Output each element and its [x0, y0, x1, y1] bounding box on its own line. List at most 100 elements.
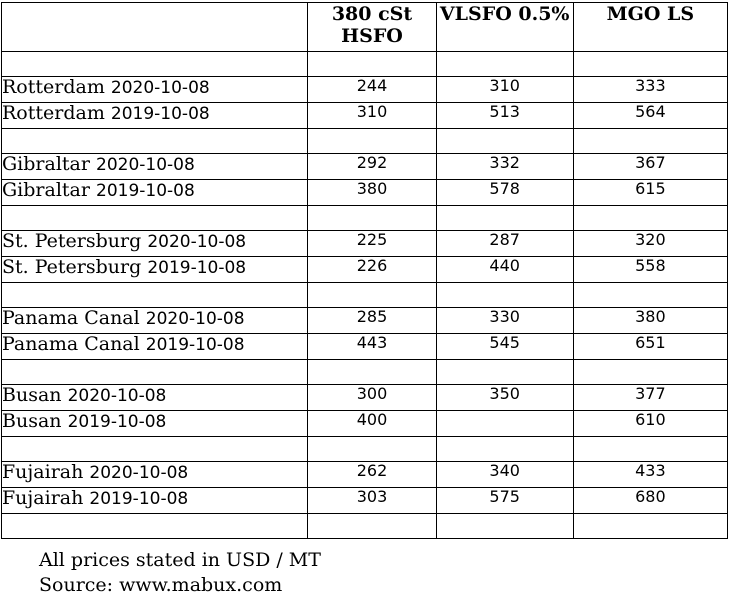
header-cell-mgo: MGO LS	[572, 2, 729, 52]
table-row: Gibraltar 2019-10-08 380 578 615	[0, 179, 729, 206]
hsfo-price-cell: 300	[307, 384, 437, 411]
empty-cell	[435, 128, 574, 154]
hsfo-price-cell: 244	[307, 76, 437, 103]
table-row: Busan 2020-10-08 300 350 377	[0, 384, 729, 411]
empty-cell	[435, 205, 574, 231]
empty-cell	[435, 51, 574, 77]
empty-cell	[572, 436, 729, 462]
port-date-cell: Busan 2020-10-08	[0, 384, 309, 411]
port-name: Gibraltar	[2, 179, 90, 201]
empty-cell	[435, 436, 574, 462]
empty-cell	[307, 282, 437, 308]
port-name: Busan	[2, 384, 62, 406]
mgo-price-cell: 651	[572, 333, 729, 360]
vlsfo-price-cell: 332	[435, 153, 574, 180]
table-row: St. Petersburg 2020-10-08 225 287 320	[0, 230, 729, 257]
port-name: St. Petersburg	[2, 256, 142, 278]
vlsfo-price-cell: 350	[435, 384, 574, 411]
spacer-row	[0, 128, 729, 154]
port-date-cell: Fujairah 2019-10-08	[0, 487, 309, 514]
vlsfo-price-cell: 575	[435, 487, 574, 514]
table-row: Panama Canal 2020-10-08 285 330 380	[0, 307, 729, 334]
hsfo-price-cell: 400	[307, 410, 437, 437]
port-date-cell: Rotterdam 2020-10-08	[0, 76, 309, 103]
hsfo-price-cell: 225	[307, 230, 437, 257]
empty-cell	[307, 205, 437, 231]
vlsfo-price-cell: 340	[435, 461, 574, 488]
price-date: 2020-10-08	[89, 463, 189, 483]
table-row: Rotterdam 2020-10-08 244 310 333	[0, 76, 729, 103]
spacer-row	[0, 205, 729, 231]
price-date: 2020-10-08	[145, 309, 245, 329]
vlsfo-price-cell: 287	[435, 230, 574, 257]
mgo-price-cell: 615	[572, 179, 729, 206]
mgo-price-cell: 320	[572, 230, 729, 257]
port-date-cell: Panama Canal 2020-10-08	[0, 307, 309, 334]
mgo-price-cell: 433	[572, 461, 729, 488]
price-date: 2019-10-08	[96, 181, 195, 201]
empty-cell	[572, 359, 729, 385]
empty-cell	[572, 513, 729, 539]
table-row: Panama Canal 2019-10-08 443 545 651	[0, 333, 729, 360]
mgo-price-cell: 367	[572, 153, 729, 180]
empty-cell	[0, 436, 309, 462]
empty-cell	[307, 359, 437, 385]
header-cell-port	[0, 2, 309, 52]
mgo-price-cell: 380	[572, 307, 729, 334]
port-date-cell: Rotterdam 2019-10-08	[0, 102, 309, 129]
header-cell-hsfo: 380 cSt HSFO	[307, 2, 437, 52]
mgo-price-cell: 564	[572, 102, 729, 129]
footnotes: All prices stated in USD / MT Source: ww…	[39, 548, 321, 598]
source-note: Source: www.mabux.com	[39, 574, 283, 596]
vlsfo-price-cell: 310	[435, 76, 574, 103]
table-row: Fujairah 2020-10-08 262 340 433	[0, 461, 729, 488]
price-date: 2019-10-08	[89, 489, 189, 509]
empty-cell	[307, 513, 437, 539]
table-row: Busan 2019-10-08 400 610	[0, 410, 729, 437]
header-cell-vlsfo: VLSFO 0.5%	[435, 2, 574, 52]
vlsfo-price-cell: 440	[435, 256, 574, 283]
price-date: 2020-10-08	[96, 155, 195, 175]
empty-cell	[572, 128, 729, 154]
spacer-row	[0, 513, 729, 539]
empty-cell	[435, 359, 574, 385]
port-name: Gibraltar	[2, 153, 90, 175]
currency-note: All prices stated in USD / MT	[39, 549, 321, 571]
header-row: 380 cSt HSFO VLSFO 0.5% MGO LS	[0, 2, 729, 52]
price-date: 2019-10-08	[67, 412, 167, 432]
price-date: 2019-10-08	[110, 104, 210, 124]
spacer-row	[0, 436, 729, 462]
port-name: Panama Canal	[2, 307, 140, 329]
vlsfo-price-cell: 578	[435, 179, 574, 206]
hsfo-price-cell: 285	[307, 307, 437, 334]
table-row: Rotterdam 2019-10-08 310 513 564	[0, 102, 729, 129]
hsfo-price-cell: 310	[307, 102, 437, 129]
mgo-price-cell: 377	[572, 384, 729, 411]
empty-cell	[572, 51, 729, 77]
port-name: Rotterdam	[2, 102, 105, 124]
hsfo-price-cell: 443	[307, 333, 437, 360]
spacer-row	[0, 282, 729, 308]
price-date: 2020-10-08	[147, 232, 247, 252]
mgo-price-cell: 333	[572, 76, 729, 103]
hsfo-price-cell: 380	[307, 179, 437, 206]
empty-cell	[572, 205, 729, 231]
hsfo-price-cell: 262	[307, 461, 437, 488]
port-date-cell: Fujairah 2020-10-08	[0, 461, 309, 488]
port-name: Panama Canal	[2, 333, 140, 355]
empty-cell	[0, 51, 309, 77]
empty-cell	[435, 282, 574, 308]
empty-cell	[0, 359, 309, 385]
vlsfo-price-cell	[435, 410, 574, 437]
port-name: St. Petersburg	[2, 230, 142, 252]
mgo-price-cell: 680	[572, 487, 729, 514]
vlsfo-price-cell: 513	[435, 102, 574, 129]
vlsfo-price-cell: 330	[435, 307, 574, 334]
vlsfo-price-cell: 545	[435, 333, 574, 360]
mgo-price-cell: 558	[572, 256, 729, 283]
price-date: 2019-10-08	[147, 258, 247, 278]
port-date-cell: St. Petersburg 2019-10-08	[0, 256, 309, 283]
price-date: 2019-10-08	[145, 335, 245, 355]
empty-cell	[307, 51, 437, 77]
bunker-price-table: 380 cSt HSFO VLSFO 0.5% MGO LS Rotterdam…	[0, 2, 729, 539]
